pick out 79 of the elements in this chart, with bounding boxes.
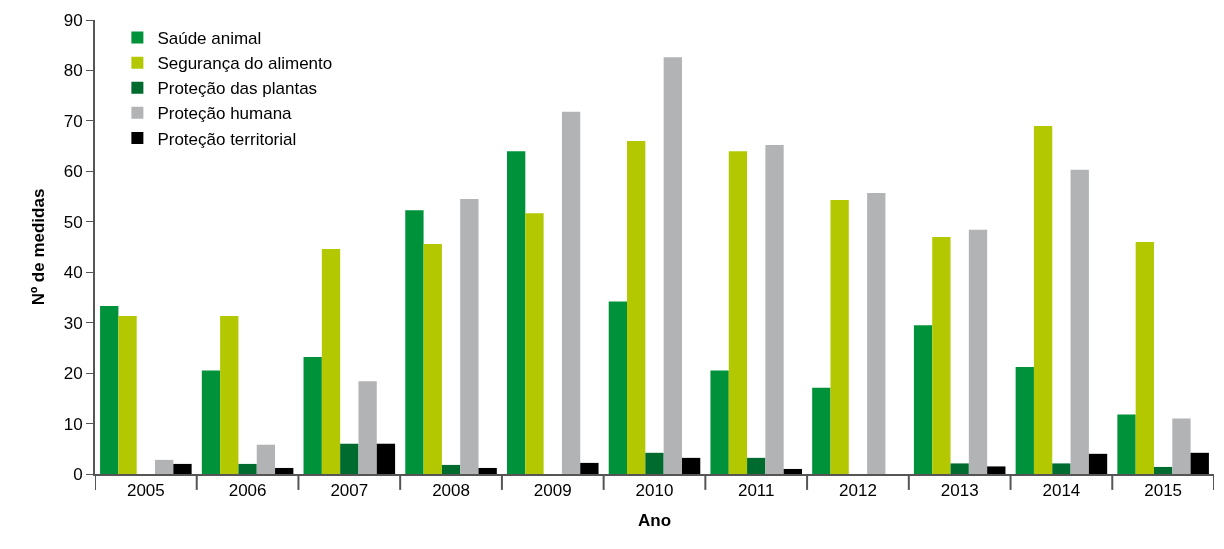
bar — [441, 464, 461, 474]
x-tick-label: 2014 — [1042, 481, 1081, 501]
legend-label: Proteção humana — [157, 104, 293, 124]
bar — [507, 151, 526, 474]
y-axis-title: Nº de medidas — [28, 188, 48, 306]
legend-label: Saúde animal — [157, 29, 262, 49]
bar — [747, 457, 766, 474]
bar — [405, 210, 424, 474]
bar — [118, 316, 137, 474]
y-tick-label: 50 — [63, 212, 83, 232]
x-tick-label: 2006 — [228, 481, 267, 501]
y-tick-label: 60 — [63, 162, 83, 182]
bar — [238, 463, 257, 474]
x-tick-label: 2010 — [635, 481, 674, 501]
legend-label: Proteção territorial — [157, 129, 297, 149]
x-tick-label: 2007 — [330, 481, 369, 501]
y-tick-label: 10 — [63, 414, 83, 434]
y-tick-label: 70 — [63, 111, 83, 131]
bar — [1153, 466, 1173, 474]
bar — [867, 193, 886, 474]
bar — [950, 463, 969, 474]
bar — [645, 452, 664, 474]
bar — [155, 459, 174, 474]
bar — [932, 236, 951, 474]
bar — [627, 141, 646, 474]
bar — [1117, 414, 1136, 474]
bar — [561, 111, 581, 474]
x-tick-label: 2009 — [533, 481, 572, 501]
bar — [728, 151, 748, 474]
y-tick-label: 90 — [63, 10, 83, 30]
bar — [663, 57, 682, 474]
bar — [275, 467, 294, 474]
bar — [100, 306, 119, 474]
y-tick-label: 80 — [63, 61, 83, 81]
bar — [1172, 418, 1191, 474]
bar — [478, 467, 497, 474]
bar — [321, 249, 341, 474]
bar — [608, 301, 628, 474]
bar — [710, 370, 729, 474]
bar — [525, 213, 544, 474]
bar — [580, 462, 599, 474]
bar — [303, 356, 322, 474]
y-tick-label: 0 — [73, 464, 83, 484]
bar — [765, 145, 784, 474]
legend-label: Segurança do alimento — [157, 54, 333, 74]
bar — [1190, 452, 1209, 474]
bar — [1088, 453, 1108, 474]
bar — [376, 443, 396, 474]
bar — [830, 200, 849, 474]
bar — [987, 466, 1006, 474]
x-tick-label: 2013 — [940, 481, 979, 501]
bar — [913, 325, 933, 474]
bar — [460, 199, 479, 474]
bar — [340, 443, 359, 474]
bar — [173, 463, 192, 474]
bar — [1135, 241, 1154, 474]
x-tick-label: 2011 — [737, 481, 775, 501]
bar — [1033, 125, 1053, 474]
bar — [220, 316, 239, 474]
bar — [423, 243, 442, 474]
bar — [1052, 463, 1071, 474]
bar — [1015, 367, 1034, 474]
legend-label: Proteção das plantas — [157, 79, 318, 99]
y-tick-label: 30 — [63, 313, 83, 333]
x-tick-label: 2012 — [839, 481, 877, 501]
bar — [201, 370, 221, 474]
y-tick-label: 20 — [63, 364, 83, 384]
bar — [256, 444, 276, 474]
bar — [681, 457, 701, 474]
bar — [968, 229, 988, 474]
y-tick-label: 40 — [63, 263, 83, 283]
bar — [812, 387, 831, 474]
bar — [783, 468, 802, 474]
x-tick-label: 2005 — [126, 481, 165, 501]
x-tick-label: 2015 — [1144, 481, 1183, 501]
x-axis-title: Ano — [637, 511, 672, 531]
x-tick-label: 2008 — [432, 481, 470, 501]
bar — [1070, 169, 1089, 474]
bar — [358, 381, 377, 474]
